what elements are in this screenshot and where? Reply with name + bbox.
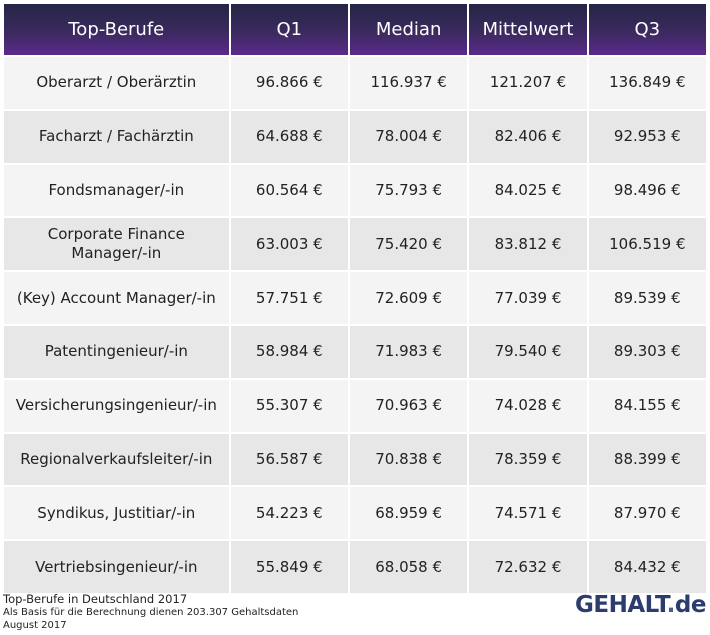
cell-median: 116.937 € — [349, 57, 468, 109]
cell-beruf: Corporate Finance Manager/-in — [4, 218, 229, 271]
cell-q3: 89.303 € — [588, 325, 706, 378]
cell-beruf: Regionalverkaufsleiter/-in — [4, 433, 229, 486]
cell-q3: 87.970 € — [588, 487, 706, 540]
cell-q1: 55.307 € — [230, 379, 348, 432]
cell-beruf: Facharzt / Fachärztin — [4, 110, 229, 163]
cell-beruf: Patentingenieur/-in — [4, 325, 229, 378]
cell-q1: 56.587 € — [230, 433, 348, 486]
cell-q1: 63.003 € — [230, 218, 348, 271]
cell-beruf: Syndikus, Justitiar/-in — [4, 487, 229, 540]
cell-q1: 60.564 € — [230, 164, 348, 217]
cell-q3: 88.399 € — [588, 433, 706, 486]
cell-mittelwert: 77.039 € — [469, 272, 587, 324]
logo-part-dot: . — [666, 592, 676, 618]
column-header-median: Median — [349, 4, 468, 55]
cell-mittelwert: 83.812 € — [469, 218, 587, 271]
cell-q1: 57.751 € — [230, 272, 348, 324]
cell-q3: 106.519 € — [588, 218, 706, 271]
logo-part-de: de — [674, 592, 707, 618]
cell-q3: 84.432 € — [588, 541, 706, 593]
cell-mittelwert: 78.359 € — [469, 433, 587, 486]
cell-beruf: Versicherungsingenieur/-in — [4, 379, 229, 432]
cell-q1: 54.223 € — [230, 487, 348, 540]
cell-q3: 89.539 € — [588, 272, 706, 324]
cell-median: 70.838 € — [349, 433, 468, 486]
cell-median: 75.793 € — [349, 164, 468, 217]
cell-median: 71.983 € — [349, 325, 468, 378]
footer-date: August 2017 — [3, 620, 67, 631]
cell-median: 72.609 € — [349, 272, 468, 324]
table-row: Oberarzt / Oberärztin 96.866 € 116.937 €… — [4, 57, 706, 109]
cell-median: 78.004 € — [349, 110, 468, 163]
cell-median: 70.963 € — [349, 379, 468, 432]
table-row: Versicherungsingenieur/-in 55.307 € 70.9… — [4, 379, 706, 432]
table-row: Corporate Finance Manager/-in 63.003 € 7… — [4, 218, 706, 271]
cell-median: 68.959 € — [349, 487, 468, 540]
column-header-beruf: Top-Berufe — [4, 4, 229, 55]
table-header-row: Top-Berufe Q1 Median Mittelwert Q3 — [4, 4, 706, 55]
footer-title: Top-Berufe in Deutschland 2017 — [3, 592, 188, 606]
logo-part-gehalt: GEHALT — [574, 592, 667, 618]
cell-median: 75.420 € — [349, 218, 468, 271]
cell-q1: 96.866 € — [230, 57, 348, 109]
footer-notes: Top-Berufe in Deutschland 2017 Als Basis… — [3, 592, 298, 632]
cell-q1: 58.984 € — [230, 325, 348, 378]
table-row: Fondsmanager/-in 60.564 € 75.793 € 84.02… — [4, 164, 706, 217]
table-row: (Key) Account Manager/-in 57.751 € 72.60… — [4, 272, 706, 324]
cell-mittelwert: 74.571 € — [469, 487, 587, 540]
cell-mittelwert: 79.540 € — [469, 325, 587, 378]
column-header-q1: Q1 — [230, 4, 348, 55]
footer-basis: Als Basis für die Berechnung dienen 203.… — [3, 607, 299, 618]
table-row: Patentingenieur/-in 58.984 € 71.983 € 79… — [4, 325, 706, 378]
table-row: Syndikus, Justitiar/-in 54.223 € 68.959 … — [4, 487, 706, 540]
column-header-q3: Q3 — [588, 4, 706, 55]
cell-mittelwert: 74.028 € — [469, 379, 587, 432]
cell-q3: 136.849 € — [588, 57, 706, 109]
cell-mittelwert: 72.632 € — [469, 541, 587, 593]
cell-q3: 92.953 € — [588, 110, 706, 163]
table-row: Vertriebsingenieur/-in 55.849 € 68.058 €… — [4, 541, 706, 593]
column-header-mittelwert: Mittelwert — [469, 4, 587, 55]
gehalt-logo: GEHALT.de — [574, 592, 707, 618]
cell-mittelwert: 121.207 € — [469, 57, 587, 109]
cell-beruf: (Key) Account Manager/-in — [4, 272, 229, 324]
table-row: Regionalverkaufsleiter/-in 56.587 € 70.8… — [4, 433, 706, 486]
cell-mittelwert: 82.406 € — [469, 110, 587, 163]
salary-table: Top-Berufe Q1 Median Mittelwert Q3 Obera… — [2, 2, 708, 595]
cell-beruf: Fondsmanager/-in — [4, 164, 229, 217]
cell-q3: 84.155 € — [588, 379, 706, 432]
cell-beruf: Oberarzt / Oberärztin — [4, 57, 229, 109]
cell-q1: 64.688 € — [230, 110, 348, 163]
cell-q1: 55.849 € — [230, 541, 348, 593]
table-row: Facharzt / Fachärztin 64.688 € 78.004 € … — [4, 110, 706, 163]
cell-beruf: Vertriebsingenieur/-in — [4, 541, 229, 593]
cell-mittelwert: 84.025 € — [469, 164, 587, 217]
cell-median: 68.058 € — [349, 541, 468, 593]
cell-q3: 98.496 € — [588, 164, 706, 217]
